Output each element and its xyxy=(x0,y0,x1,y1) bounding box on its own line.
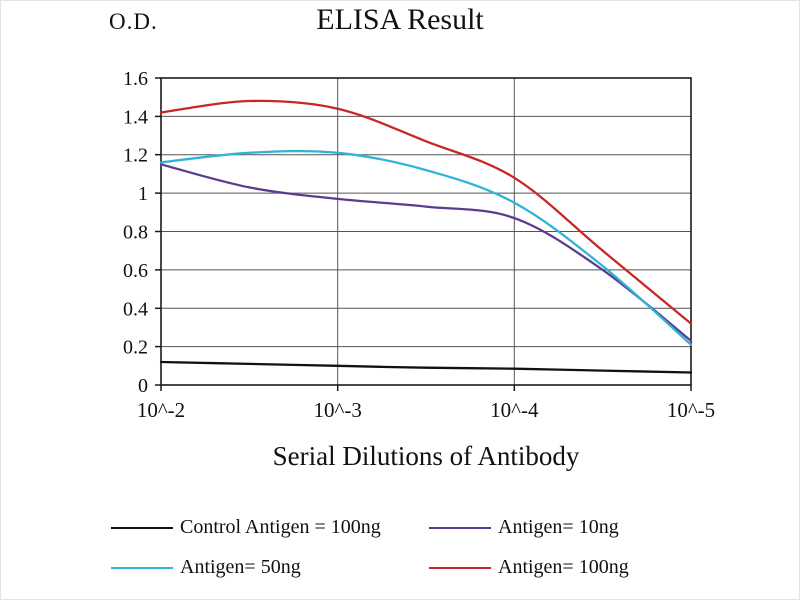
series-line-1 xyxy=(159,163,693,343)
x-tick-label: 10^-2 xyxy=(137,398,185,422)
legend-item: Antigen= 50ng xyxy=(111,556,429,579)
legend-label: Control Antigen = 100ng xyxy=(180,516,381,538)
plot-border xyxy=(160,77,692,386)
series-line-0 xyxy=(159,360,693,374)
y-tick-label: 0.6 xyxy=(123,260,148,282)
series-line-2 xyxy=(159,149,693,346)
legend-item: Antigen= 100ng xyxy=(429,556,747,579)
legend-line-swatch xyxy=(111,526,173,529)
legend-row: Control Antigen = 100ng Antigen= 10ng xyxy=(1,516,799,539)
y-axis-unit-label: O.D. xyxy=(109,9,158,34)
y-tick-label: 1.4 xyxy=(123,106,148,128)
legend-row: Antigen= 50ng Antigen= 100ng xyxy=(1,556,799,579)
y-tick-label: 0.4 xyxy=(123,298,148,320)
legend-line-swatch xyxy=(111,566,173,569)
legend-line-swatch xyxy=(429,566,491,569)
legend-label: Antigen= 50ng xyxy=(180,556,301,578)
legend-item: Antigen= 10ng xyxy=(429,516,747,539)
chart-legend: Control Antigen = 100ng Antigen= 10ng Anti… xyxy=(1,516,799,596)
y-tick-label: 0.2 xyxy=(123,337,148,359)
y-tick-label: 1.2 xyxy=(123,145,148,167)
x-tick-label: 10^-3 xyxy=(314,398,362,422)
x-tick-label: 10^-5 xyxy=(667,398,715,422)
x-tick-label: 10^-4 xyxy=(490,398,539,422)
legend-label: Antigen= 10ng xyxy=(498,516,619,538)
chart-title: ELISA Result xyxy=(316,3,484,36)
legend-label: Antigen= 100ng xyxy=(498,556,629,578)
x-axis-label: Serial Dilutions of Antibody xyxy=(272,441,580,471)
legend-item: Control Antigen = 100ng xyxy=(111,516,429,539)
y-tick-label: 1 xyxy=(138,183,148,205)
y-tick-label: 0 xyxy=(138,375,148,397)
series-line-3 xyxy=(159,99,693,325)
y-tick-label: 0.8 xyxy=(123,222,148,244)
legend-line-swatch xyxy=(429,526,491,529)
y-tick-label: 1.6 xyxy=(123,68,148,90)
elisa-line-chart: 0 0.2 0.4 0.6 0.8 1 1.2 1.4 1.6 10^-2 10^-3 10^-4 10… xyxy=(123,68,715,422)
